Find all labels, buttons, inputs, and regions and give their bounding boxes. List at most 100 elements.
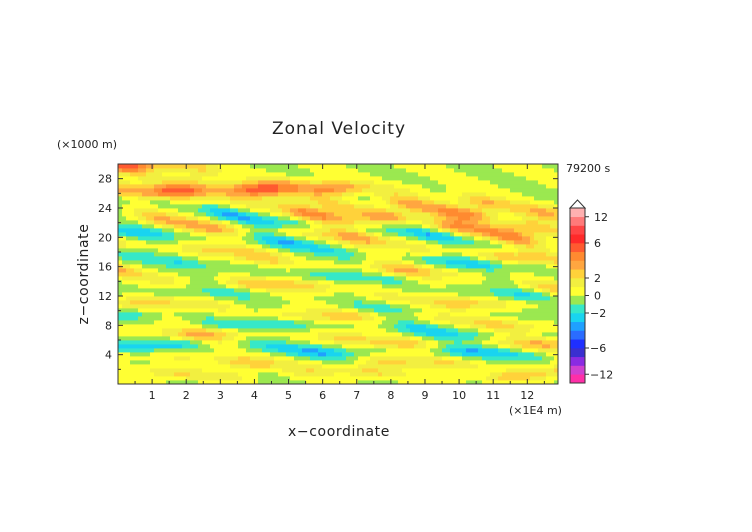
field-cell [462, 360, 467, 365]
field-cell [194, 344, 199, 349]
field-cell [422, 344, 427, 349]
field-cell [390, 372, 395, 377]
field-cell [134, 344, 139, 349]
field-cell [474, 316, 479, 321]
field-cell [246, 352, 251, 357]
field-cell [138, 252, 143, 257]
field-cell [194, 308, 199, 313]
field-cell [242, 280, 247, 285]
field-cell [142, 232, 147, 237]
field-cell [250, 260, 255, 265]
field-cell [270, 176, 275, 181]
field-cell [306, 212, 311, 217]
field-cell [338, 256, 343, 261]
field-cell [426, 164, 431, 169]
field-cell [318, 376, 323, 381]
field-cell [314, 176, 319, 181]
field-cell [426, 284, 431, 289]
field-cell [286, 280, 291, 285]
field-cell [458, 352, 463, 357]
field-cell [210, 164, 215, 169]
field-cell [186, 368, 191, 373]
field-cell [282, 248, 287, 253]
field-cell [210, 372, 215, 377]
field-cell [150, 204, 155, 209]
field-cell [298, 216, 303, 221]
field-cell [158, 380, 163, 384]
field-cell [146, 172, 151, 177]
field-cell [418, 324, 423, 329]
field-cell [250, 264, 255, 269]
field-cell [418, 376, 423, 381]
field-cell [454, 296, 459, 301]
field-cell [298, 168, 303, 173]
field-cell [310, 168, 315, 173]
field-cell [410, 236, 415, 241]
field-cell [390, 268, 395, 273]
field-cell [286, 232, 291, 237]
field-cell [150, 280, 155, 285]
field-cell [158, 288, 163, 293]
field-cell [294, 280, 299, 285]
field-cell [202, 276, 207, 281]
field-cell [342, 300, 347, 305]
field-cell [310, 220, 315, 225]
field-cell [270, 188, 275, 193]
field-cell [170, 300, 175, 305]
field-cell [398, 212, 403, 217]
field-cell [470, 352, 475, 357]
field-cell [398, 300, 403, 305]
field-cell [202, 380, 207, 384]
field-cell [158, 296, 163, 301]
field-cell [202, 260, 207, 265]
field-cell [274, 168, 279, 173]
field-cell [314, 324, 319, 329]
field-cell [278, 316, 283, 321]
field-cell [126, 332, 131, 337]
field-cell [162, 344, 167, 349]
field-cell [294, 340, 299, 345]
field-cell [202, 240, 207, 245]
field-cell [402, 236, 407, 241]
field-cell [226, 380, 231, 384]
field-cell [462, 192, 467, 197]
field-cell [446, 180, 451, 185]
field-cell [254, 168, 259, 173]
field-cell [182, 172, 187, 177]
field-cell [318, 364, 323, 369]
field-cell [298, 380, 303, 384]
field-cell [190, 184, 195, 189]
field-cell [298, 192, 303, 197]
field-cell [130, 196, 135, 201]
field-cell [154, 284, 159, 289]
field-cell [346, 292, 351, 297]
field-cell [386, 224, 391, 229]
field-cell [298, 340, 303, 345]
field-cell [346, 372, 351, 377]
field-cell [238, 312, 243, 317]
field-cell [170, 264, 175, 269]
field-cell [354, 168, 359, 173]
field-cell [234, 348, 239, 353]
field-cell [146, 336, 151, 341]
field-cell [438, 276, 443, 281]
field-cell [142, 176, 147, 181]
field-cell [414, 216, 419, 221]
field-cell [466, 208, 471, 213]
field-cell [370, 216, 375, 221]
field-cell [318, 200, 323, 205]
field-cell [158, 184, 163, 189]
field-cell [402, 264, 407, 269]
field-cell [170, 196, 175, 201]
field-cell [230, 320, 235, 325]
field-cell [362, 172, 367, 177]
field-cell [214, 164, 219, 169]
field-cell [286, 260, 291, 265]
field-cell [434, 172, 439, 177]
field-cell [194, 276, 199, 281]
field-cell [466, 196, 471, 201]
field-cell [438, 180, 443, 185]
field-cell [226, 208, 231, 213]
field-cell [266, 288, 271, 293]
field-cell [250, 380, 255, 384]
